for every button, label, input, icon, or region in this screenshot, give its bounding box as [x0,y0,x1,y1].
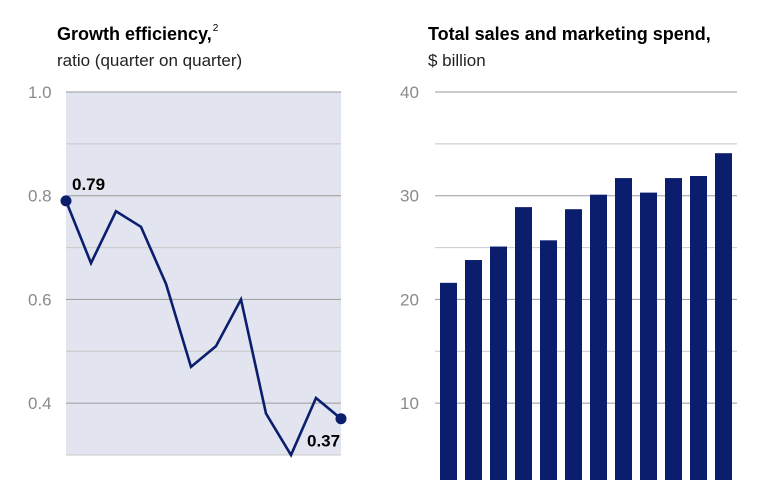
bar [515,207,532,480]
growth-efficiency-plot: 0.4 0.6 0.8 1.0 0.79 0.37 [28,83,347,458]
plot-area-background [66,92,341,455]
growth-efficiency-line [64,200,342,458]
y-tick-label: 20 [400,290,419,309]
bar [640,192,657,480]
data-label: 0.79 [72,175,105,194]
growth-efficiency-subtitle: ratio (quarter on quarter) [57,51,243,70]
bar [690,176,707,480]
sales-marketing-title: Total sales and marketing spend, [428,24,711,44]
bar [615,178,632,480]
bar [465,260,482,480]
growth-efficiency-chart: Growth efficiency,2 ratio (quarter on qu… [0,0,380,480]
y-tick-label: 10 [400,394,419,413]
data-point-marker [335,413,347,425]
bar [490,246,507,480]
sales-marketing-plot: 10 20 30 40 [400,83,737,480]
bar [590,194,607,480]
y-tick-label: 0.4 [28,394,52,413]
data-point-marker [60,195,72,207]
bar [665,178,682,480]
bar [440,282,457,480]
y-tick-label: 0.6 [28,290,52,309]
y-tick-label: 30 [400,187,419,206]
data-label: 0.37 [307,432,340,451]
y-tick-label: 1.0 [28,83,52,102]
bar [540,240,557,480]
sales-marketing-subtitle: $ billion [428,51,486,70]
y-tick-label: 40 [400,83,419,102]
bar [715,153,732,480]
bar [565,209,582,480]
sales-marketing-spend-chart: Total sales and marketing spend, $ billi… [380,0,767,480]
growth-efficiency-title: Growth efficiency,2 [57,23,219,44]
footnote-marker: 2 [212,23,219,34]
y-tick-label: 0.8 [28,187,52,206]
